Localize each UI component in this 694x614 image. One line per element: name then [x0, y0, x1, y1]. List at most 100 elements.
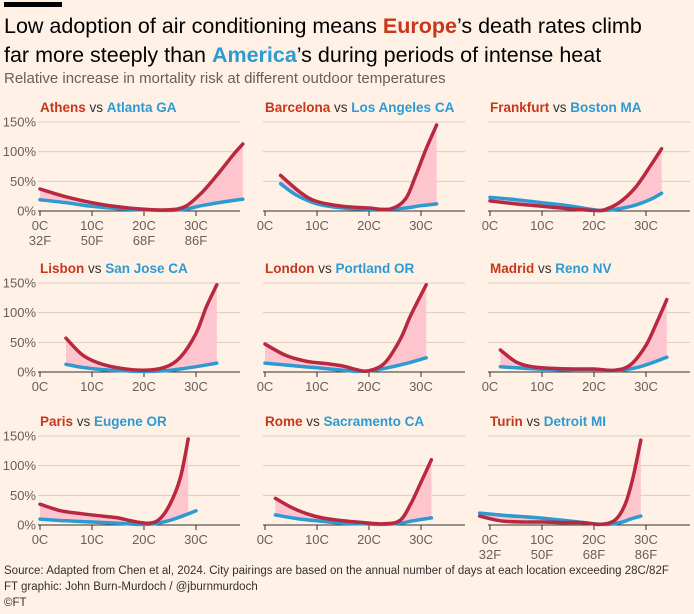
panel-frankfurt: Frankfurt vs Boston MA 0C 10C 20C 30C — [482, 100, 690, 233]
y-tick-label: 150% — [3, 429, 37, 444]
gap-fill — [40, 144, 243, 211]
panel-europe-city: Athens — [40, 100, 86, 115]
chart-subtitle: Relative increase in mortality risk at d… — [4, 70, 446, 87]
footer: Source: Adapted from Chen et al, 2024. C… — [4, 563, 669, 611]
gap-fill — [265, 284, 427, 372]
panel-america-city: Boston MA — [570, 100, 641, 115]
x-tick-label: 30C — [409, 379, 433, 394]
x-tick-label: 0C — [257, 379, 274, 394]
gap-fill — [479, 440, 641, 525]
x-tick-label: 10C — [80, 532, 104, 547]
y-tick-label: 0% — [17, 518, 36, 533]
x-tick-label: 20C — [582, 379, 606, 394]
panel-vs: vs — [86, 100, 107, 115]
y-tick-label: 0% — [17, 204, 36, 219]
x-tick-label-f: 50F — [81, 233, 103, 248]
y-tick-label: 50% — [10, 488, 36, 503]
x-tick-label: 0C — [32, 532, 49, 547]
panel-america-city: Sacramento CA — [324, 414, 425, 429]
x-tick-label-f: 32F — [479, 547, 501, 562]
x-tick-label: 30C — [409, 532, 433, 547]
footer-copyright: ©FT — [4, 597, 27, 609]
panel-title-paris: Paris vs Eugene OR — [40, 414, 167, 429]
x-tick-label-f: 68F — [583, 547, 605, 562]
series-line-europe — [38, 142, 245, 212]
x-tick-label: 20C — [132, 532, 156, 547]
panel-title-london: London vs Portland OR — [265, 261, 415, 276]
panel-vs: vs — [330, 100, 351, 115]
title-europe: Europe — [382, 14, 457, 38]
x-tick-label: 0C — [257, 218, 274, 233]
panel-america-city: Atlanta GA — [107, 100, 177, 115]
panel-vs: vs — [84, 261, 105, 276]
panel-europe-city: Paris — [40, 414, 73, 429]
panel-america-city: Los Angeles CA — [351, 100, 454, 115]
panel-madrid: Madrid vs Reno NV 0C 10C 20C 30C — [482, 261, 690, 394]
chart-title: Low adoption of air conditioning means E… — [4, 12, 684, 70]
ft-top-bar — [4, 2, 62, 7]
x-tick-label: 10C — [530, 532, 554, 547]
series-line-america — [38, 509, 198, 527]
panel-america-city: Eugene OR — [94, 414, 167, 429]
panel-america-city: Detroit MI — [544, 414, 606, 429]
x-tick-label: 10C — [80, 379, 104, 394]
y-tick-label: 0% — [17, 365, 36, 380]
x-tick-label: 0C — [32, 218, 49, 233]
panel-title-turin: Turin vs Detroit MI — [490, 414, 606, 429]
panel-europe-city: Turin — [490, 414, 523, 429]
series-line-europe — [273, 457, 434, 526]
y-tick-label: 150% — [3, 276, 37, 291]
panel-title-athens: Athens vs Atlanta GA — [40, 100, 177, 115]
title-part2: ’s death rates climb — [456, 14, 642, 38]
x-tick-label: 0C — [482, 532, 499, 547]
panel-europe-city: Madrid — [490, 261, 534, 276]
panel-athens: Athens vs Atlanta GA150%100%50%0%0C32F10… — [3, 100, 245, 248]
x-tick-label: 10C — [305, 218, 329, 233]
x-tick-label: 0C — [482, 218, 499, 233]
x-tick-label: 30C — [634, 218, 658, 233]
gap-fill — [66, 284, 217, 372]
x-tick-label-f: 32F — [29, 233, 51, 248]
series-line-europe — [278, 123, 439, 212]
title-part1: Low adoption of air conditioning means — [4, 14, 383, 38]
x-tick-label-f: 86F — [635, 547, 657, 562]
x-tick-label: 20C — [132, 379, 156, 394]
gap-fill — [40, 439, 189, 525]
x-tick-label: 10C — [530, 379, 554, 394]
x-tick-label: 20C — [357, 218, 381, 233]
x-tick-label-f: 50F — [531, 547, 553, 562]
x-tick-label: 30C — [409, 218, 433, 233]
y-tick-label: 100% — [3, 458, 37, 473]
panel-vs: vs — [314, 261, 335, 276]
x-tick-label: 20C — [357, 532, 381, 547]
panel-europe-city: London — [265, 261, 314, 276]
panel-vs: vs — [549, 100, 570, 115]
x-tick-label: 10C — [305, 532, 329, 547]
x-tick-label: 20C — [582, 532, 606, 547]
x-tick-label: 10C — [305, 379, 329, 394]
title-part4: ’s during periods of intense heat — [296, 43, 602, 67]
x-tick-label: 30C — [184, 379, 208, 394]
panel-vs: vs — [534, 261, 555, 276]
gap-fill — [280, 125, 437, 210]
panel-title-frankfurt: Frankfurt vs Boston MA — [490, 100, 642, 115]
x-tick-label: 30C — [184, 218, 208, 233]
panel-title-barcelona: Barcelona vs Los Angeles CA — [265, 100, 455, 115]
y-tick-label: 150% — [3, 115, 37, 130]
panel-title-madrid: Madrid vs Reno NV — [490, 261, 612, 276]
x-tick-label: 0C — [32, 379, 49, 394]
x-tick-label: 30C — [634, 379, 658, 394]
y-tick-label: 100% — [3, 305, 37, 320]
panel-title-rome: Rome vs Sacramento CA — [265, 414, 424, 429]
x-tick-label-f: 68F — [133, 233, 155, 248]
title-america: America — [211, 43, 297, 67]
series-line-europe — [38, 437, 190, 526]
x-tick-label: 20C — [582, 218, 606, 233]
y-tick-label: 50% — [10, 174, 36, 189]
panel-america-city: San Jose CA — [105, 261, 188, 276]
panel-barcelona: Barcelona vs Los Angeles CA 0C 10C 20C 30C — [257, 100, 465, 233]
x-tick-label: 20C — [357, 379, 381, 394]
